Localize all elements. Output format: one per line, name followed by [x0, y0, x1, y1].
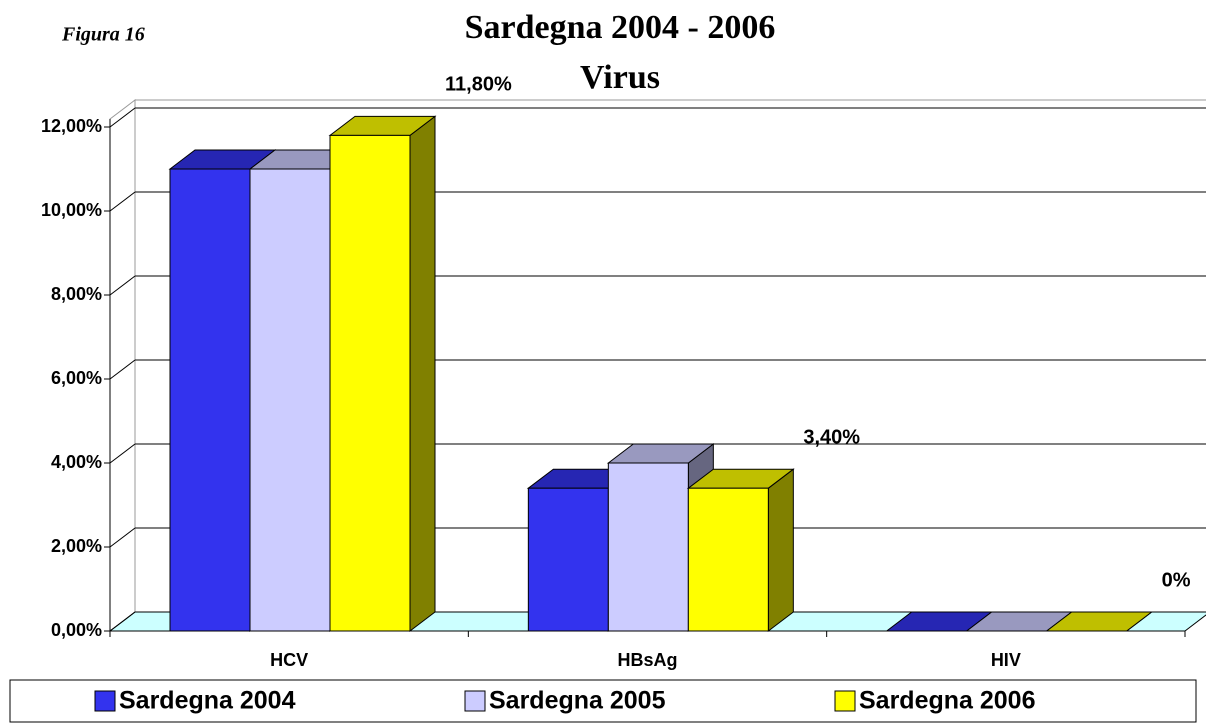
- bar: [249, 168, 331, 632]
- bar: [607, 462, 689, 632]
- chart-subtitle: Virus: [580, 59, 660, 96]
- legend-swatch: [464, 690, 486, 712]
- legend-swatch: [834, 690, 856, 712]
- grid-line: [109, 611, 136, 632]
- y-tick-label: 4,00%: [51, 452, 102, 472]
- grid-line: [109, 275, 136, 296]
- legend-label: Sardegna 2005: [489, 687, 666, 715]
- y-tick-label: 0,00%: [51, 620, 102, 640]
- y-tick-label: 8,00%: [51, 284, 102, 304]
- side-wall: [109, 98, 136, 633]
- bar: [527, 487, 609, 632]
- bar-side: [767, 468, 794, 633]
- legend-box: [9, 679, 1197, 723]
- legend-label: Sardegna 2004: [119, 687, 296, 715]
- bar: [687, 487, 769, 632]
- legend-swatch: [94, 690, 116, 712]
- grid-line: [109, 527, 136, 548]
- x-tick-label: HCV: [270, 650, 308, 670]
- x-tick-label: HIV: [991, 650, 1021, 670]
- legend-label: Sardegna 2006: [859, 687, 1036, 715]
- grid-line: [109, 191, 136, 212]
- grid-line: [109, 359, 136, 380]
- bar: [169, 168, 251, 632]
- y-tick-label: 2,00%: [51, 536, 102, 556]
- grid-line: [109, 107, 136, 128]
- chart-title: Sardegna 2004 - 2006: [465, 9, 776, 46]
- grid-line: [109, 443, 136, 464]
- bar-side: [409, 115, 436, 633]
- y-tick-label: 6,00%: [51, 368, 102, 388]
- data-label: 3,40%: [803, 426, 860, 448]
- figure-label: Figura 16: [61, 24, 145, 46]
- data-label: 11,80%: [445, 74, 512, 96]
- x-tick-label: HBsAg: [617, 650, 677, 670]
- y-tick-label: 12,00%: [41, 116, 102, 136]
- data-label: 0%: [1162, 569, 1191, 591]
- y-tick-label: 10,00%: [41, 200, 102, 220]
- bar: [329, 134, 411, 632]
